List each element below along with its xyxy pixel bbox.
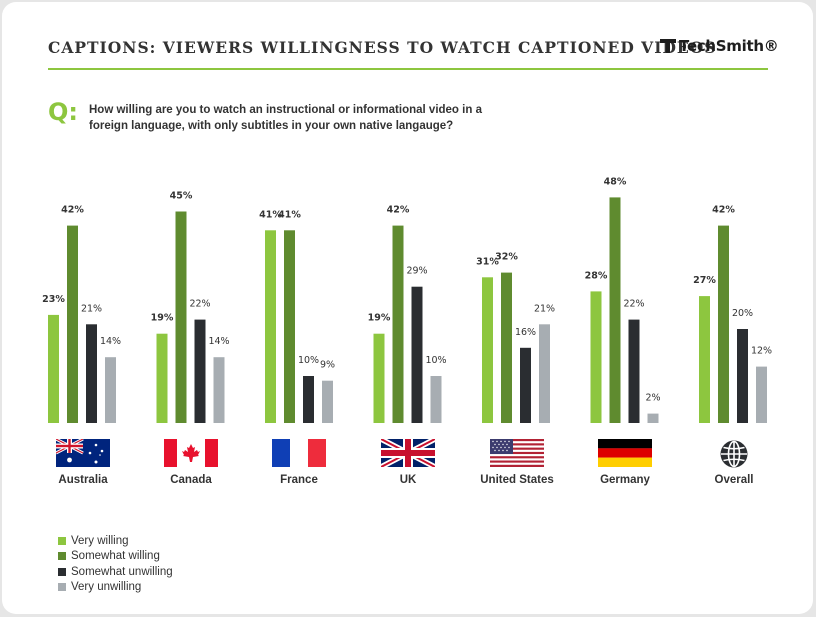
legend-item-very-willing: Very willing (58, 533, 173, 549)
category-label-france: France (280, 474, 318, 486)
bar-germany-somewhat-willing (609, 197, 621, 423)
legend-swatch-very-willing (58, 536, 66, 545)
value-label-australia-very-willing: 23% (42, 294, 65, 305)
category-label-uk: UK (399, 474, 417, 486)
bar-chart: 23%42%21%14%19%45%22%14%41%41%10% 9%19%42… (42, 176, 772, 423)
value-label-france-somewhat-willing: 41% (278, 209, 301, 220)
legend-label-very-unwilling: Very unwilling (71, 581, 142, 594)
logo-text: TechSmith® (679, 37, 779, 55)
flag-france-icon (272, 439, 326, 467)
value-label-germany-somewhat-unwilling: 22% (623, 299, 644, 310)
bar-australia-very-unwilling (105, 357, 116, 423)
value-label-australia-somewhat-unwilling: 21% (81, 303, 102, 314)
bar-germany-very-unwilling (647, 413, 659, 423)
value-label-overall-somewhat-willing: 42% (712, 205, 735, 216)
bar-germany-very-willing (590, 291, 602, 423)
header-divider (48, 68, 768, 70)
question-marker: Q: (48, 98, 78, 126)
value-label-germany-somewhat-willing: 48% (604, 176, 627, 187)
legend-label-somewhat-unwilling: Somewhat unwilling (71, 565, 173, 578)
bar-united-states-very-willing (482, 277, 493, 423)
flag-us-icon (490, 439, 544, 467)
bar-united-states-somewhat-willing (501, 272, 512, 423)
value-label-united-states-very-unwilling: 21% (534, 303, 555, 314)
value-label-united-states-somewhat-willing: 32% (495, 252, 518, 263)
bar-overall-somewhat-unwilling (737, 329, 748, 423)
bar-canada-very-unwilling (213, 357, 225, 423)
value-label-germany-very-unwilling: 2% (645, 393, 660, 404)
bar-france-very-unwilling (322, 380, 333, 423)
flag-canada-icon (164, 439, 218, 467)
bar-canada-somewhat-willing (175, 211, 187, 423)
value-label-uk-somewhat-willing: 42% (387, 205, 410, 216)
category-label-canada: Canada (170, 474, 212, 486)
bar-canada-very-willing (156, 333, 168, 423)
bar-australia-somewhat-unwilling (86, 324, 97, 423)
flag-australia-icon (56, 439, 110, 467)
value-label-canada-somewhat-willing: 45% (170, 191, 193, 202)
techsmith-logo: TechSmith® (660, 37, 779, 55)
category-label-united-states: United States (480, 474, 554, 486)
value-label-overall-very-unwilling: 12% (751, 346, 772, 357)
value-label-france-very-unwilling: 9% (320, 360, 335, 371)
legend-swatch-somewhat-unwilling (58, 567, 66, 576)
value-label-canada-very-willing: 19% (151, 313, 174, 324)
value-label-united-states-very-willing: 31% (476, 256, 499, 267)
chart-title: CAPTIONS: VIEWERS WILLINGNESS TO WATCH C… (48, 38, 717, 57)
bar-france-somewhat-unwilling (303, 376, 314, 423)
value-label-uk-very-willing: 19% (368, 313, 391, 324)
value-label-uk-very-unwilling: 10% (425, 355, 446, 366)
value-label-australia-somewhat-willing: 42% (61, 205, 84, 216)
globe-icon (720, 440, 748, 468)
value-label-france-somewhat-unwilling: 10% (298, 355, 319, 366)
category-label-germany: Germany (600, 474, 650, 486)
bar-australia-somewhat-willing (67, 225, 78, 423)
flag-germany-icon (598, 439, 652, 467)
bar-canada-somewhat-unwilling (194, 319, 206, 423)
legend-label-somewhat-willing: Somewhat willing (71, 550, 160, 563)
value-label-canada-somewhat-unwilling: 22% (189, 299, 210, 310)
bar-overall-somewhat-willing (718, 225, 729, 423)
bar-united-states-very-unwilling (539, 324, 550, 423)
value-label-canada-very-unwilling: 14% (208, 336, 229, 347)
legend-swatch-somewhat-willing (58, 552, 66, 561)
bar-france-very-willing (265, 230, 276, 423)
bar-uk-very-willing (373, 333, 385, 423)
question-text: How willing are you to watch an instruct… (89, 104, 482, 132)
bar-germany-somewhat-unwilling (628, 319, 640, 423)
legend-item-very-unwilling: Very unwilling (58, 580, 173, 596)
bar-uk-somewhat-willing (392, 225, 404, 423)
chart-legend: Very willing Somewhat willing Somewhat u… (58, 533, 173, 595)
value-label-australia-very-unwilling: 14% (100, 336, 121, 347)
bar-uk-somewhat-unwilling (411, 286, 423, 423)
legend-item-somewhat-willing: Somewhat willing (58, 549, 173, 565)
legend-item-somewhat-unwilling: Somewhat unwilling (58, 564, 173, 580)
value-label-overall-very-willing: 27% (693, 275, 716, 286)
value-label-germany-very-willing: 28% (585, 270, 608, 281)
flag-uk-icon (381, 439, 435, 467)
bar-overall-very-willing (699, 296, 710, 423)
value-label-united-states-somewhat-unwilling: 16% (515, 327, 536, 338)
bar-france-somewhat-willing (284, 230, 295, 423)
bar-overall-very-unwilling (756, 366, 767, 423)
value-label-uk-somewhat-unwilling: 29% (406, 266, 427, 277)
bar-uk-very-unwilling (430, 376, 442, 423)
category-label-australia: Australia (58, 474, 108, 486)
category-label-overall: Overall (714, 474, 754, 486)
value-label-france-very-willing: 41% (259, 209, 282, 220)
bar-australia-very-willing (48, 314, 59, 423)
legend-swatch-very-unwilling (58, 583, 66, 592)
bar-united-states-somewhat-unwilling (520, 347, 531, 423)
legend-label-very-willing: Very willing (71, 534, 129, 547)
techsmith-logo-icon (660, 39, 676, 53)
value-label-overall-somewhat-unwilling: 20% (732, 308, 753, 319)
